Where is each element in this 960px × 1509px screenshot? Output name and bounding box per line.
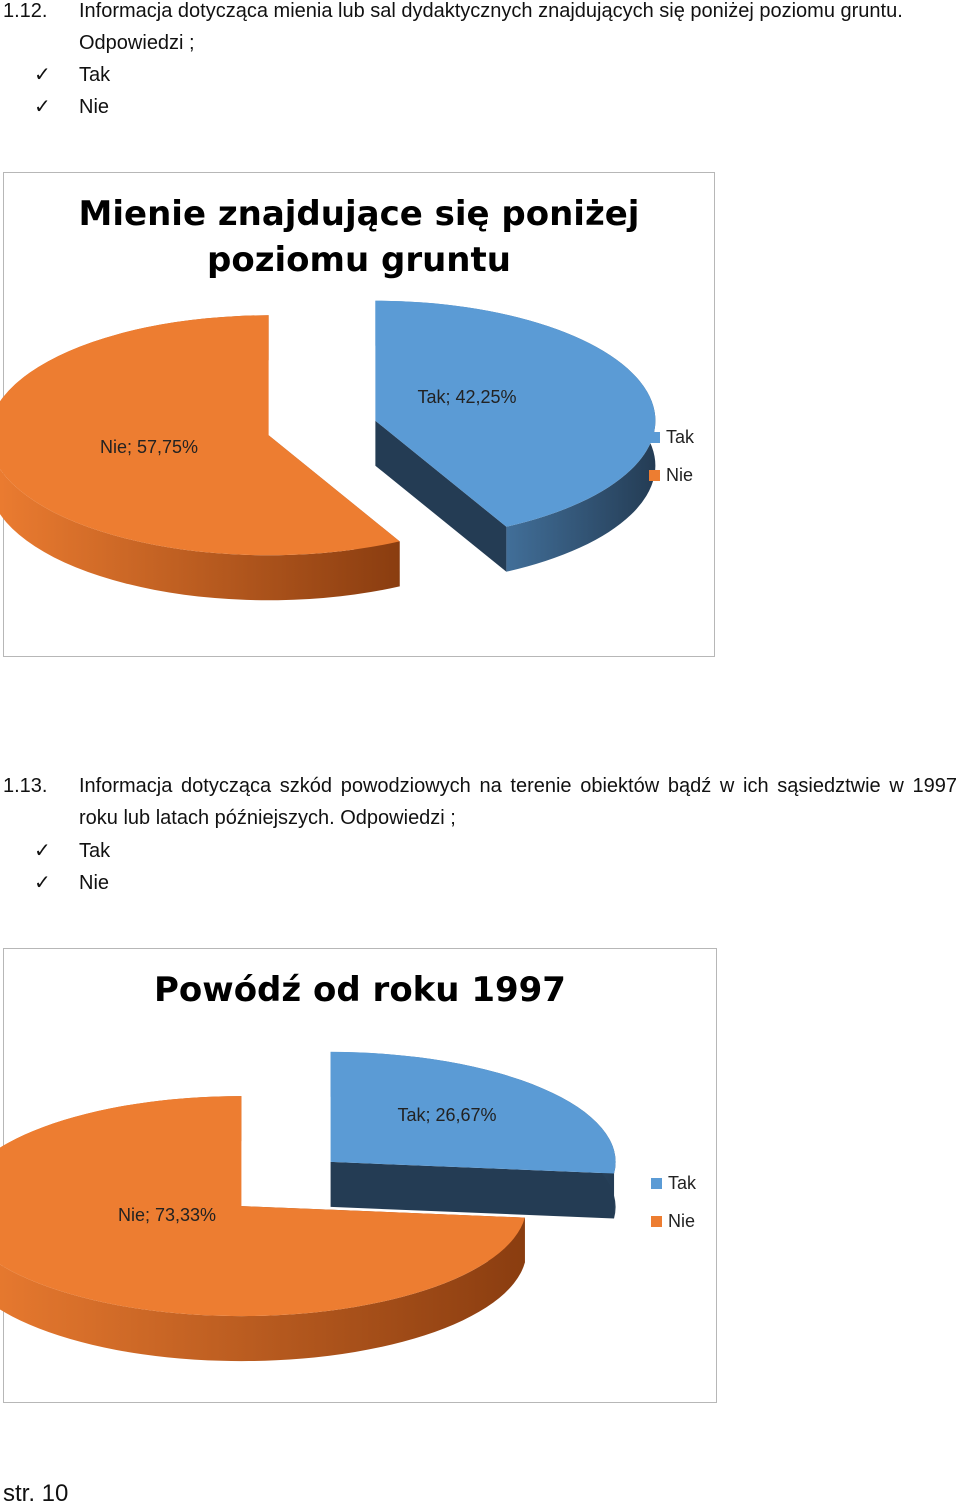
- chart-title-line: poziomu gruntu: [207, 240, 511, 280]
- checkmark-icon: ✓: [34, 872, 51, 894]
- legend-swatch: [649, 470, 660, 481]
- pie-chart: Tak; 42,25% Nie; 57,75% Tak Nie: [0, 300, 695, 601]
- option-nie: Nie: [79, 872, 110, 894]
- legend-label: Nie: [666, 465, 693, 485]
- chart-title-line: Powódź od roku 1997: [154, 970, 566, 1010]
- page-number: str. 10: [3, 1480, 69, 1507]
- chart-title: Mienie znajdujące się poniżej poziomu gr…: [4, 191, 714, 283]
- data-label: Nie; 73,33%: [118, 1205, 216, 1225]
- legend-label: Nie: [668, 1211, 695, 1231]
- legend-label: Tak: [668, 1173, 697, 1193]
- data-label: Tak; 42,25%: [417, 387, 516, 407]
- question-number: 1.12.: [3, 0, 48, 22]
- option-tak: Tak: [79, 840, 111, 862]
- question-text: Informacja dotycząca mienia lub sal dyda…: [79, 0, 903, 22]
- pie-slice-nie: [0, 315, 400, 601]
- answers-prompt: Odpowiedzi ;: [79, 32, 195, 54]
- legend-swatch: [651, 1178, 662, 1189]
- legend-swatch: [649, 432, 660, 443]
- pie-slice-tak: [375, 300, 656, 572]
- option-nie: Nie: [79, 96, 110, 118]
- chart-title-line: Mienie znajdujące się poniżej: [78, 194, 640, 234]
- pie-slice-nie: [0, 1096, 525, 1362]
- option-tak: Tak: [79, 64, 111, 86]
- legend-swatch: [651, 1216, 662, 1227]
- checkmark-icon: ✓: [34, 840, 51, 862]
- data-label: Nie; 57,75%: [100, 437, 198, 457]
- chart-frame: Powódź od roku 1997 Tak; 26,67% Nie; 73,3…: [0, 948, 717, 1403]
- question-number: 1.13.: [3, 775, 48, 797]
- checkmark-icon: ✓: [34, 96, 51, 118]
- chart-frame: Mienie znajdujące się poniżej poziomu gr…: [0, 172, 715, 657]
- pie-chart: Tak; 26,67% Nie; 73,33% Tak Nie: [0, 1051, 697, 1362]
- checkmark-icon: ✓: [34, 64, 51, 86]
- legend-label: Tak: [666, 427, 695, 447]
- question-text: Informacja dotycząca szkód powodziowych …: [79, 775, 957, 829]
- pie-slice-tak: [330, 1051, 616, 1219]
- data-label: Tak; 26,67%: [397, 1105, 496, 1125]
- chart-title: Powódź od roku 1997: [4, 967, 716, 1013]
